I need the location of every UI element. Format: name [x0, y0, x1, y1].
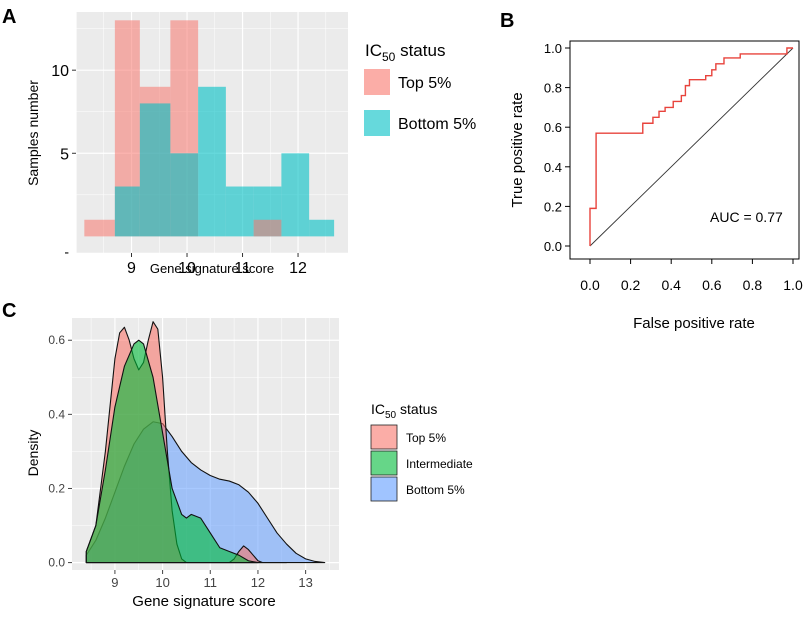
panel-c-x-tick-label: 10 [155, 575, 169, 590]
panel-c-y-ticks: 0.0 0.2 0.4 0.6 [48, 333, 72, 570]
panel-a-legend-title-subscript: 50 [382, 50, 396, 64]
panel-a-bar-bottom5 [309, 219, 335, 237]
panel-c-density-intermediate [85, 339, 259, 564]
panel-c-legend-title-subscript: 50 [385, 410, 397, 421]
panel-b-roc-line [589, 47, 793, 246]
panel-c-y-tick-label: 0.6 [48, 333, 65, 347]
panel-a-bar-top5 [84, 219, 115, 237]
panel-a-y-axis-label: Samples number [25, 80, 41, 186]
panel-c-y-tick-label: 0.4 [48, 407, 65, 421]
panel-c-y-axis-label: Density [25, 430, 41, 477]
panel-a-legend-label-top5: Top 5% [398, 75, 451, 92]
panel-a-x-ticks: 9 10 11 12 [127, 253, 307, 277]
panel-a-y-tick-label: 10 [51, 63, 69, 80]
panel-a-bar-bottom5 [198, 86, 226, 237]
panel-c-legend-title-prefix: IC [371, 401, 385, 417]
panel-a-bar-bottom5 [114, 186, 140, 237]
panel-b-y-tick-label: 0.4 [544, 160, 562, 175]
panel-b-x-tick-label: 0.6 [702, 277, 722, 293]
panel-b-x-tick-label: 0.0 [580, 277, 600, 293]
panel-c-legend-label-intermediate: Intermediate [406, 457, 473, 471]
panel-a-legend: IC50 status Top 5% Bottom 5% [364, 41, 476, 136]
panel-c-x-tick-label: 13 [298, 575, 312, 590]
panel-a-bar-bottom5 [170, 153, 199, 237]
panel-b-x-tick-label: 1.0 [783, 277, 803, 293]
panel-b-diagonal-line [589, 47, 794, 247]
panel-b-y-tick-label: 1.0 [544, 41, 562, 56]
panel-b-roc-curve: 0.0 0.2 0.4 0.6 0.8 1.0 0.0 0.2 0.4 0.6 0.8 1.0 AU… [509, 40, 803, 332]
panel-a-x-tick-label: 9 [127, 260, 136, 277]
panel-b-y-tick-label: 0.2 [544, 199, 562, 214]
panel-b-plot-frame [569, 40, 800, 260]
panel-c-legend-title: IC50 status [371, 401, 437, 421]
panel-a-bars [84, 20, 335, 237]
panel-a-bar-bottom5 [225, 186, 254, 237]
panel-c-y-tick-label: 0.2 [48, 481, 65, 495]
panel-b-auc-annotation: AUC = 0.77 [710, 209, 783, 225]
panel-a-bar-bottom5 [139, 103, 171, 237]
panel-label-b: B [500, 10, 514, 32]
panel-b-y-ticks: 0.0 0.2 0.4 0.6 0.8 1.0 [544, 41, 570, 254]
panel-c-density: 9 10 11 12 13 0.0 0.2 0.4 0.6 Gene signature sc… [25, 318, 473, 610]
panel-a-y-tick-label: - [64, 243, 69, 259]
panel-a-x-tick-label: 11 [234, 260, 251, 277]
panel-label-a: A [2, 6, 16, 28]
panel-a-legend-label-bottom5: Bottom 5% [398, 116, 476, 133]
panel-b-lines [589, 47, 794, 247]
panel-a-legend-title-prefix: IC [365, 41, 382, 60]
panel-c-x-tick-label: 9 [111, 575, 118, 590]
panel-a-legend-title-suffix: status [395, 41, 445, 60]
panel-b-x-ticks: 0.0 0.2 0.4 0.6 0.8 1.0 [580, 259, 803, 293]
panel-a-y-tick-label: 5 [60, 146, 69, 163]
panel-a-y-ticks: 5 10 - [51, 63, 76, 259]
panel-b-y-tick-label: 0.0 [544, 239, 562, 254]
panel-b-x-tick-label: 0.2 [621, 277, 641, 293]
panel-a-legend-swatch-bottom5 [364, 110, 390, 136]
panel-c-y-tick-label: 0.0 [48, 556, 65, 570]
panel-c-legend-swatch-top5 [370, 424, 398, 450]
panel-b-y-axis-label: True positive rate [509, 92, 526, 207]
panel-c-legend-swatch-bottom5 [370, 476, 398, 502]
panel-a-bar-top5 [253, 219, 282, 237]
panel-a-bar-bottom5 [281, 153, 310, 237]
panel-b-x-tick-label: 0.8 [743, 277, 763, 293]
panel-c-x-ticks: 9 10 11 12 13 [111, 570, 313, 590]
panel-c-legend-swatch-intermediate [370, 450, 398, 476]
panel-a-legend-title: IC50 status [365, 41, 445, 64]
panel-c-x-tick-label: 12 [251, 575, 265, 590]
panel-c-legend-label-top5: Top 5% [406, 431, 446, 445]
panel-label-c: C [2, 300, 16, 322]
panel-b-y-tick-label: 0.8 [544, 81, 562, 96]
panel-b-x-tick-label: 0.4 [661, 277, 681, 293]
panel-c-density-areas [85, 321, 326, 564]
panel-b-x-axis-label: False positive rate [633, 315, 755, 332]
panel-a-x-tick-label: 12 [289, 260, 307, 277]
panel-c-legend-label-bottom5: Bottom 5% [406, 483, 465, 497]
panel-a-x-tick-label: 10 [178, 260, 196, 277]
panel-c-x-axis-label: Gene signature score [132, 593, 275, 610]
panel-c-legend-title-suffix: status [396, 401, 437, 417]
panel-a-legend-swatch-top5 [364, 69, 390, 95]
panel-a-histogram: 9 10 11 12 5 10 - Gene signature score Sample… [25, 12, 476, 277]
panel-b-y-tick-label: 0.6 [544, 120, 562, 135]
panel-a-x-axis-label: Gene signature score [150, 261, 274, 276]
panel-c-legend: IC50 status Top 5% Intermediate Bottom 5… [370, 401, 473, 502]
panel-c-x-tick-label: 11 [204, 575, 218, 590]
